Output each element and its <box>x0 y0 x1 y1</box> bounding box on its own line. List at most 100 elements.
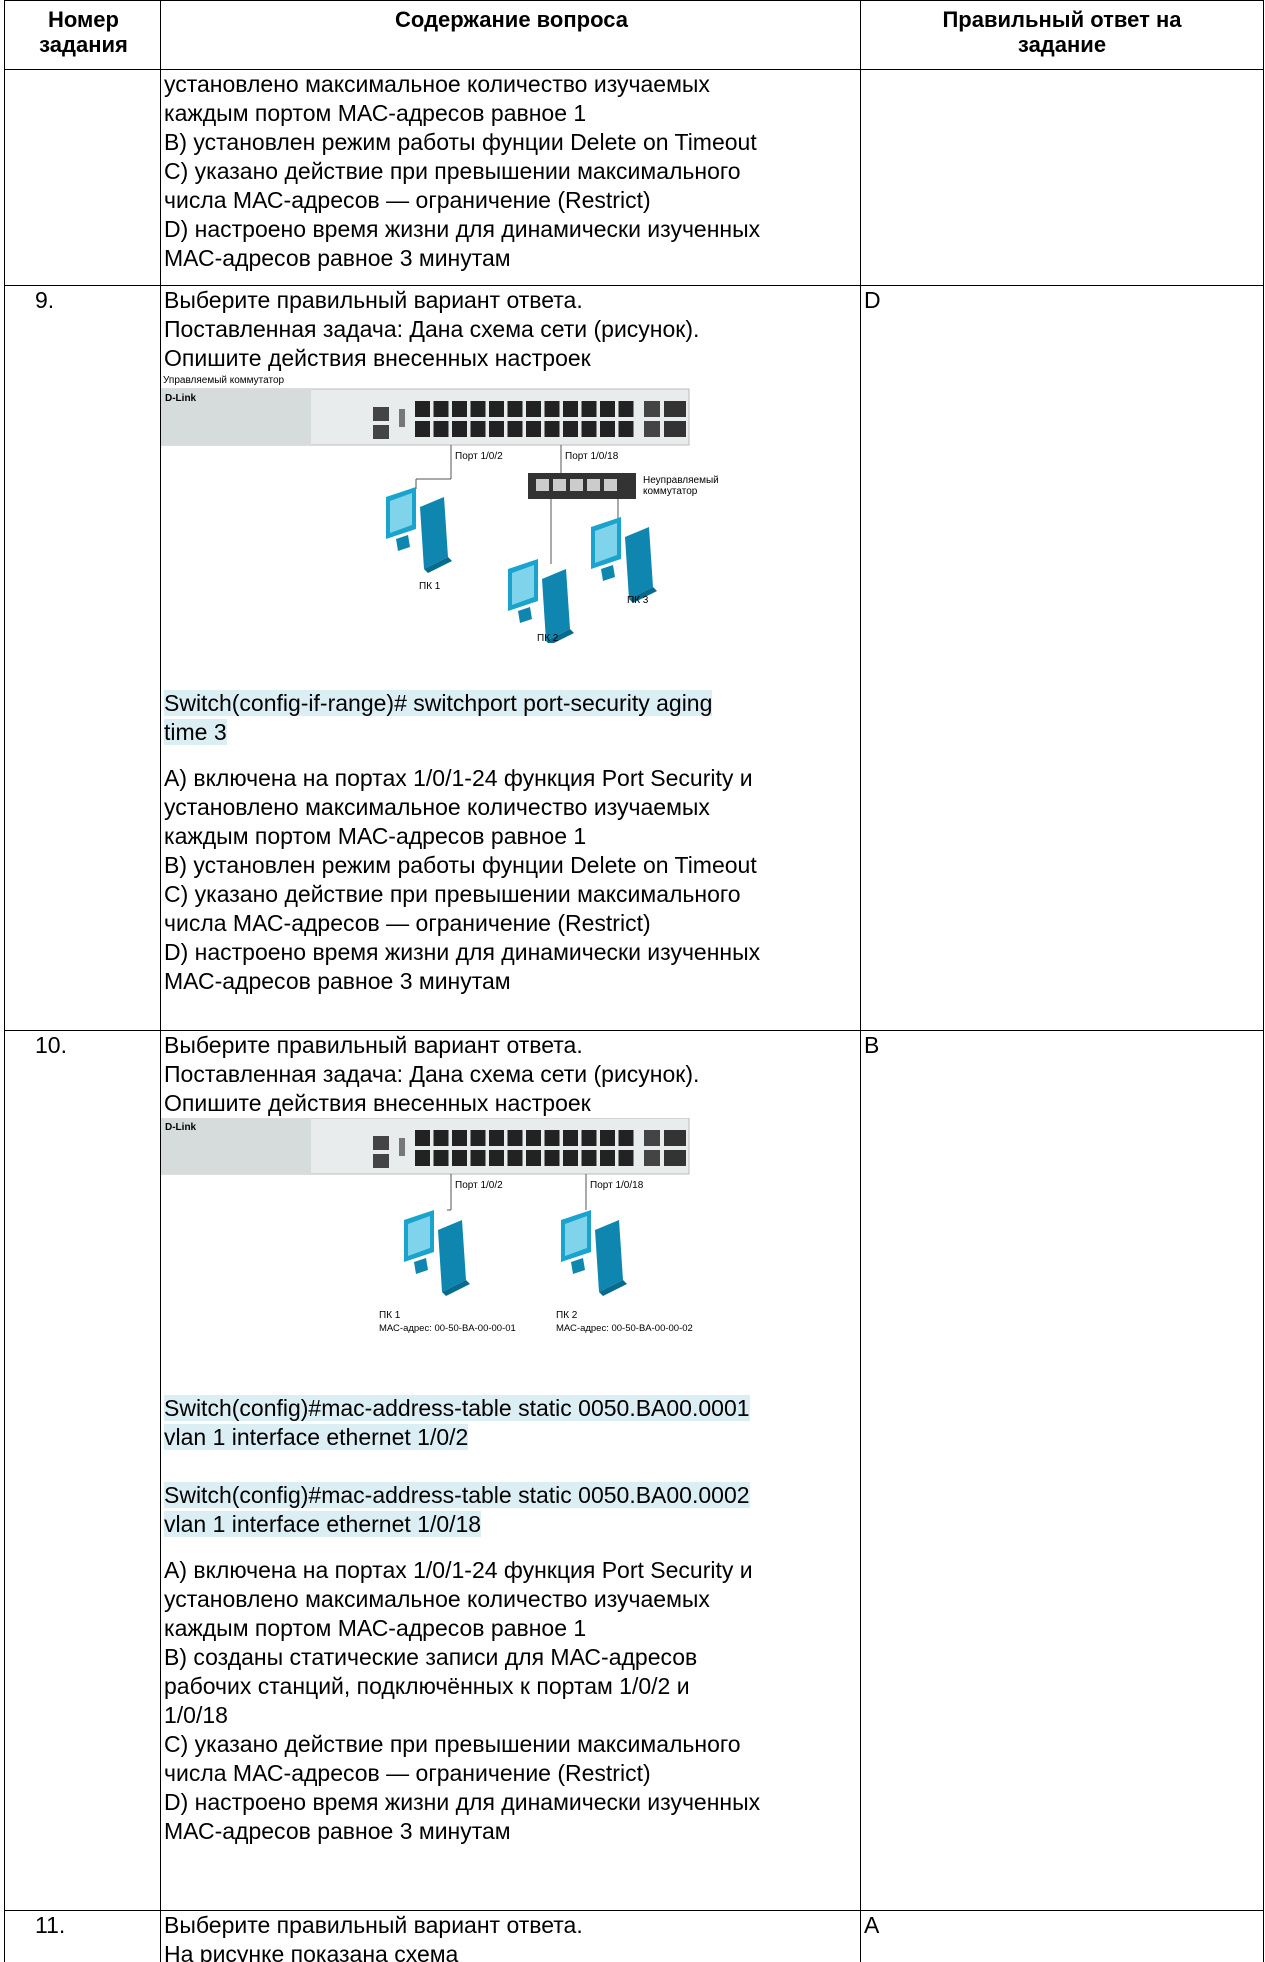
text-line: установлено максимальное количество изуч… <box>164 71 710 97</box>
number-cell <box>4 69 162 287</box>
ethernet-port <box>581 1130 597 1146</box>
ethernet-port <box>563 1130 578 1146</box>
text-line: C) указано действие при превышении макси… <box>164 881 741 907</box>
text-line: установлено максимальное количество изуч… <box>164 794 710 820</box>
number-cell: 10. <box>4 1030 162 1912</box>
network-diagram: D-Link Порт 1/0/2 Порт 1/0/18 ПК 1 МАС-адрес… <box>161 1118 693 1334</box>
code-text: Switch(config)#mac-address-table static … <box>164 1482 750 1508</box>
ethernet-port <box>618 401 634 417</box>
pc-screen <box>408 1216 430 1256</box>
text-block: Выберите правильный вариант ответа. Поста… <box>164 1031 862 1118</box>
text-block: Выберите правильный вариант ответа. Поста… <box>164 286 862 373</box>
pc-tower-side <box>629 587 657 603</box>
text-line: C) указано действие при превышении макси… <box>164 158 741 184</box>
code-line: vlan 1 interface ethernet 1/0/18 <box>164 1510 862 1539</box>
code-text: time 3 <box>164 719 227 745</box>
switch-panel <box>161 389 311 445</box>
answer-cell <box>860 69 1264 287</box>
pc-tower-side <box>546 629 574 643</box>
port-label: Порт 1/0/2 <box>455 451 503 462</box>
ethernet-port <box>526 421 541 437</box>
hub-port <box>553 479 566 491</box>
text-line: Опишите действия внесенных настроек <box>164 1090 591 1116</box>
ethernet-port <box>433 1130 449 1146</box>
mac-label: МАС-адрес: 00-50-BA-00-00-02 <box>556 1323 693 1334</box>
hub-port <box>570 479 583 491</box>
ethernet-port <box>581 401 597 417</box>
text-line: D) настроено время жизни для динамически… <box>164 1789 761 1815</box>
ethernet-port <box>618 1150 634 1166</box>
code-line: vlan 1 interface ethernet 1/0/2 <box>164 1423 862 1452</box>
ethernet-port <box>526 1150 541 1166</box>
pc-icon <box>508 559 574 643</box>
sfp-port <box>664 1130 686 1146</box>
hub-label: Неуправляемый <box>643 475 719 486</box>
ethernet-port <box>489 401 504 417</box>
header-cell: Номер задания <box>4 0 162 71</box>
pc-screen <box>512 565 534 605</box>
ethernet-port <box>600 401 615 417</box>
pc-tower <box>438 1220 466 1292</box>
header-text: задания <box>39 32 128 57</box>
header-text: задание <box>1017 32 1107 57</box>
ethernet-port <box>452 1150 467 1166</box>
ethernet-port <box>415 1130 430 1146</box>
task-number: 9. <box>35 287 55 313</box>
code-line: time 3 <box>164 718 862 747</box>
console-port <box>373 1154 389 1168</box>
pc-tower <box>420 497 448 569</box>
text-line: Поставленная задача: Дана схема сети (ри… <box>164 316 700 342</box>
pc-screen <box>595 523 617 563</box>
ethernet-port <box>526 1130 541 1146</box>
header-text: Содержание вопроса <box>395 7 628 32</box>
answer: D <box>864 287 881 313</box>
ethernet-port <box>433 1150 449 1166</box>
question-cell: Выберите правильный вариант ответа. Поста… <box>160 285 862 1032</box>
ethernet-port <box>581 421 597 437</box>
pc-icon <box>404 1210 470 1296</box>
sfp-port <box>664 421 686 437</box>
ethernet-port <box>507 401 523 417</box>
header-text: Номер <box>48 7 119 32</box>
uplink-port <box>644 421 660 437</box>
ethernet-port <box>415 1150 430 1166</box>
code-block: Switch(config)#mac-address-table static … <box>164 1481 862 1539</box>
pc-icon <box>561 1210 627 1296</box>
usb-port <box>399 1138 405 1156</box>
ethernet-port <box>452 1130 467 1146</box>
ethernet-port <box>470 401 486 417</box>
answer-cell: B <box>860 1030 1264 1912</box>
ethernet-port <box>526 401 541 417</box>
uplink-port <box>644 1150 660 1166</box>
port-label: Порт 1/0/2 <box>455 1180 503 1191</box>
uplink-port <box>644 401 660 417</box>
text-line: C) указано действие при превышении макси… <box>164 1731 741 1757</box>
text-line: 1/0/18 <box>164 1702 228 1728</box>
mac-label: МАС-адрес: 00-50-BA-00-00-01 <box>379 1323 516 1334</box>
answer-cell: D <box>860 285 1264 1032</box>
pc-tower-side <box>599 1280 627 1296</box>
text-line: D) настроено время жизни для динамически… <box>164 216 761 242</box>
console-port <box>373 407 389 421</box>
text-line: На рисунке показана схема <box>164 1941 459 1962</box>
pc-tower-side <box>424 557 452 573</box>
task-number: 10. <box>35 1032 67 1058</box>
ethernet-port <box>489 421 504 437</box>
ethernet-port <box>470 421 486 437</box>
hub-port <box>587 479 600 491</box>
ethernet-port <box>507 1150 523 1166</box>
text-line: рабочих станций, подключённых к портам 1… <box>164 1673 690 1699</box>
text-line: установлено максимальное количество изуч… <box>164 1586 710 1612</box>
pc-stand <box>601 565 615 581</box>
ethernet-port <box>544 401 560 417</box>
text-line: B) созданы статические записи для МАС-ад… <box>164 1644 698 1670</box>
code-block: Switch(config-if-range)# switchport port… <box>164 689 862 747</box>
ethernet-port <box>507 1130 523 1146</box>
ethernet-port <box>563 401 578 417</box>
ethernet-port <box>563 421 578 437</box>
switch-brand: D-Link <box>165 1122 197 1133</box>
question-cell: Выберите правильный вариант ответа. Поста… <box>160 1030 862 1912</box>
pc-stand <box>518 607 532 623</box>
pc-label: ПК 3 <box>627 595 649 606</box>
